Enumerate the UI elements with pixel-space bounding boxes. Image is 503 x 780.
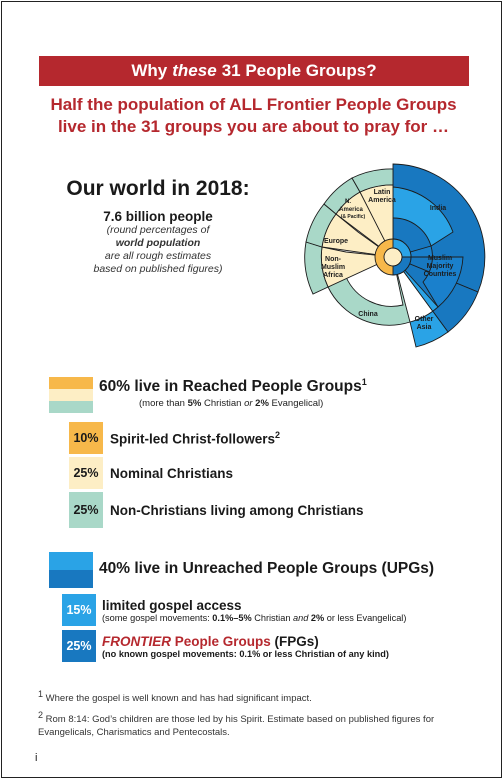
pie-label-africa-2: Muslim bbox=[321, 264, 345, 271]
reached-subtext: (more than 5% Christian or 2% Evangelica… bbox=[139, 398, 324, 409]
banner-pre: Why bbox=[131, 61, 168, 80]
footnote-1: 1 Where the gospel is well known and has… bbox=[38, 689, 312, 705]
unreached-row-1: 15% limited gospel access (some gospel m… bbox=[62, 594, 406, 626]
unreached-row-2-detail: (no known gospel movements: 0.1% or less… bbox=[102, 648, 389, 659]
world-note: (round percentages of world population a… bbox=[38, 224, 278, 276]
unreached-row-1-detail: (some gospel movements: 0.1%–5% Christia… bbox=[102, 612, 407, 623]
unreached-row-1-label: limited gospel access bbox=[102, 597, 242, 613]
world-note-2: world population bbox=[115, 237, 201, 249]
title-banner: Why these 31 People Groups? bbox=[39, 56, 469, 86]
world-heading: Our world in 2018: bbox=[66, 177, 250, 200]
pie-label-na-3: (& Pacific) bbox=[341, 214, 366, 220]
unreached-row-2: 25% FRONTIER People Groups (FPGs) (no kn… bbox=[62, 630, 389, 662]
unreached-row-2-pct: 25% bbox=[62, 630, 96, 662]
pie-label-other-2: Asia bbox=[417, 324, 432, 331]
unreached-heading: 40% live in Unreached People Groups (UPG… bbox=[99, 560, 435, 577]
unreached-row-2-label: FRONTIER People Groups (FPGs) bbox=[102, 633, 319, 649]
unreached-swatch bbox=[49, 552, 93, 588]
banner-emphasis: these bbox=[172, 61, 217, 80]
pie-na-outer bbox=[323, 177, 361, 215]
reached-row-3: 25% Non-Christians living among Christia… bbox=[69, 492, 364, 528]
pie-europe-outer bbox=[305, 203, 337, 248]
pie-latin-outer bbox=[351, 168, 394, 193]
pie-africa-outer bbox=[304, 241, 329, 295]
subtitle-line-2: live in the 31 groups you are about to p… bbox=[57, 117, 450, 136]
world-note-1: (round percentages of bbox=[106, 224, 210, 236]
pie-label-latin-2: America bbox=[368, 197, 396, 204]
pie-label-africa-1: Non- bbox=[325, 256, 342, 263]
pie-label-europe: Europe bbox=[324, 238, 348, 245]
unreached-row-1-text: limited gospel access (some gospel movem… bbox=[102, 598, 406, 623]
pie-label-africa-3: Africa bbox=[323, 272, 343, 279]
pie-label-na-1: N. bbox=[345, 199, 351, 205]
footnote-2: 2 Rom 8:14: God’s children are those led… bbox=[38, 710, 435, 739]
unreached-row-2-text: FRONTIER People Groups (FPGs) (no known … bbox=[102, 634, 389, 659]
reached-row-3-label: Non-Christians living among Christians bbox=[110, 502, 364, 518]
subtitle-line-1: Half the population of ALL Frontier Peop… bbox=[50, 95, 457, 114]
pie-label-na-2: America bbox=[339, 207, 363, 213]
reached-row-2: 25% Nominal Christians bbox=[69, 457, 233, 489]
world-note-4: based on published figures) bbox=[93, 263, 223, 275]
reached-heading: 60% live in Reached People Groups1 bbox=[99, 377, 367, 396]
banner-post: 31 People Groups? bbox=[221, 61, 377, 80]
world-summary: Our world in 2018: 7.6 billion people (r… bbox=[38, 177, 278, 276]
reached-row-2-label: Nominal Christians bbox=[110, 465, 234, 481]
reached-row-1: 10% Spirit-led Christ-followers2 bbox=[69, 422, 280, 454]
reached-row-2-pct: 25% bbox=[69, 457, 103, 489]
world-population-pie: India Muslim Majority Countries Other As… bbox=[304, 163, 486, 348]
pie-label-muslim-2: Majority bbox=[427, 263, 454, 270]
pie-label-china: China bbox=[358, 311, 378, 318]
reached-row-3-pct: 25% bbox=[69, 492, 103, 528]
pie-label-other-1: Other bbox=[415, 316, 434, 323]
pie-label-muslim-3: Countries bbox=[424, 271, 457, 278]
pie-other-asia bbox=[392, 256, 449, 348]
world-population: 7.6 billion people bbox=[103, 209, 213, 224]
unreached-row-1-pct: 15% bbox=[62, 594, 96, 626]
reached-row-1-label: Spirit-led Christ-followers2 bbox=[110, 429, 281, 447]
page-number: i bbox=[35, 752, 38, 764]
pie-label-muslim-1: Muslim bbox=[428, 255, 452, 262]
pie-label-india: India bbox=[430, 205, 446, 212]
subtitle: Half the population of ALL Frontier Peop… bbox=[22, 94, 485, 138]
reached-swatch bbox=[49, 377, 93, 413]
reached-row-1-pct: 10% bbox=[69, 422, 103, 454]
pie-label-latin-1: Latin bbox=[374, 189, 391, 196]
world-note-3: are all rough estimates bbox=[104, 250, 212, 262]
pie-india-inner bbox=[392, 186, 454, 257]
